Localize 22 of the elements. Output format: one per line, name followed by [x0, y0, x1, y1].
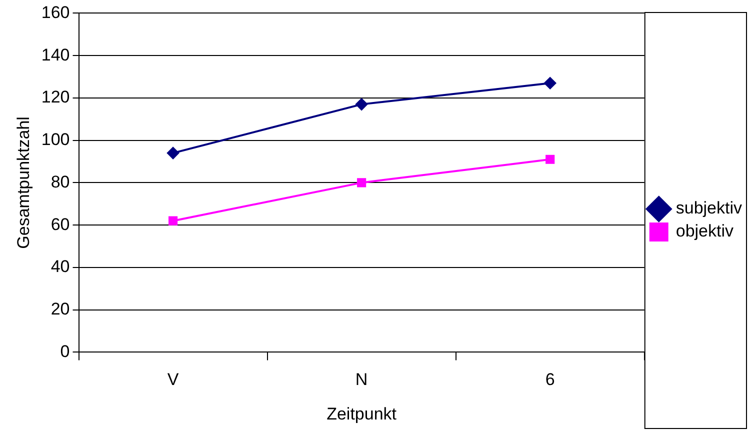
y-tick-label: 0 — [60, 342, 70, 361]
point — [357, 178, 366, 188]
y-tick-label: 80 — [50, 172, 70, 192]
y-tick-label: 100 — [41, 130, 70, 150]
x-tick-label: N — [355, 370, 368, 390]
x-tick-label: 6 — [545, 370, 555, 390]
point — [544, 77, 556, 90]
y-axis-title: Gesamtpunktzahl — [14, 116, 33, 249]
x-axis-title: Zeitpunkt — [326, 404, 397, 424]
y-tick-label: 40 — [50, 257, 70, 276]
y-tick-label: 60 — [50, 214, 70, 234]
legend-label: objektiv — [676, 222, 734, 241]
legend-label: subjektiv — [676, 198, 742, 218]
y-tick-label: 20 — [50, 300, 70, 319]
y-tick-label: 160 — [41, 2, 70, 22]
y-tick-label: 140 — [41, 45, 70, 64]
point — [168, 216, 178, 226]
point — [167, 147, 180, 160]
y-tick-label: 120 — [41, 88, 70, 107]
point — [356, 98, 368, 110]
point — [546, 154, 555, 164]
x-tick-label: V — [167, 370, 180, 390]
